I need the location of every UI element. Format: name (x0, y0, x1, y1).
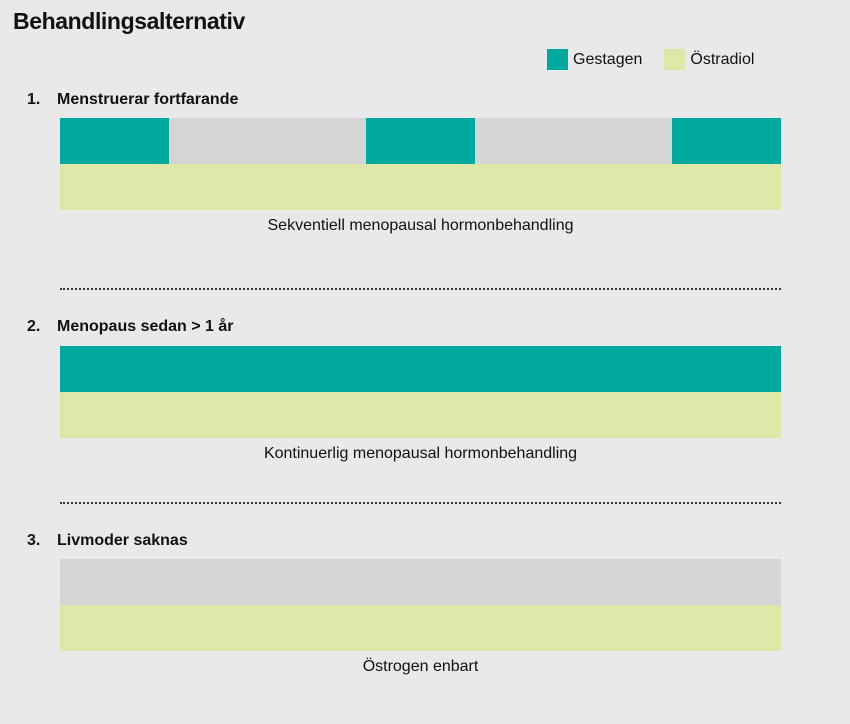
option-3-number: 3. (27, 532, 41, 549)
option-3-empty-bar (60, 559, 781, 605)
option-3-heading: 3. Livmoder saknas (27, 532, 188, 550)
option-1-gestagen-bar (60, 118, 781, 164)
option-3-title: Livmoder saknas (57, 532, 188, 549)
option-2-number: 2. (27, 318, 41, 335)
option-1-title: Menstruerar fortfarande (57, 91, 239, 108)
option-1-caption: Sekventiell menopausal hormonbehandling (267, 217, 574, 234)
option-3-ostradiol-bar (60, 605, 781, 651)
gestagen-segment (366, 118, 475, 164)
legend-label-gestagen: Gestagen (573, 50, 643, 68)
option-1-heading: 1. Menstruerar fortfarande (27, 91, 238, 109)
option-2-heading: 2. Menopaus sedan > 1 år (27, 318, 234, 336)
option-3-caption: Östrogen enbart (362, 658, 479, 675)
divider (60, 288, 781, 290)
option-2-ostradiol-bar (60, 392, 781, 438)
divider (60, 502, 781, 504)
legend-label-ostradiol: Östradiol (690, 50, 755, 68)
gestagen-segment (672, 118, 781, 164)
option-2-title: Menopaus sedan > 1 år (57, 318, 234, 335)
page-title: Behandlingsalternativ (13, 8, 245, 34)
option-1-ostradiol-bar (60, 164, 781, 210)
gestagen-segment (60, 118, 169, 164)
option-2-gestagen-bar (60, 346, 781, 392)
legend-swatch-ostradiol (664, 49, 686, 70)
option-1-number: 1. (27, 91, 41, 108)
option-2-caption: Kontinuerlig menopausal hormonbehandling (263, 445, 578, 462)
legend-swatch-gestagen (547, 49, 568, 70)
legend: Gestagen Östradiol (547, 49, 776, 70)
